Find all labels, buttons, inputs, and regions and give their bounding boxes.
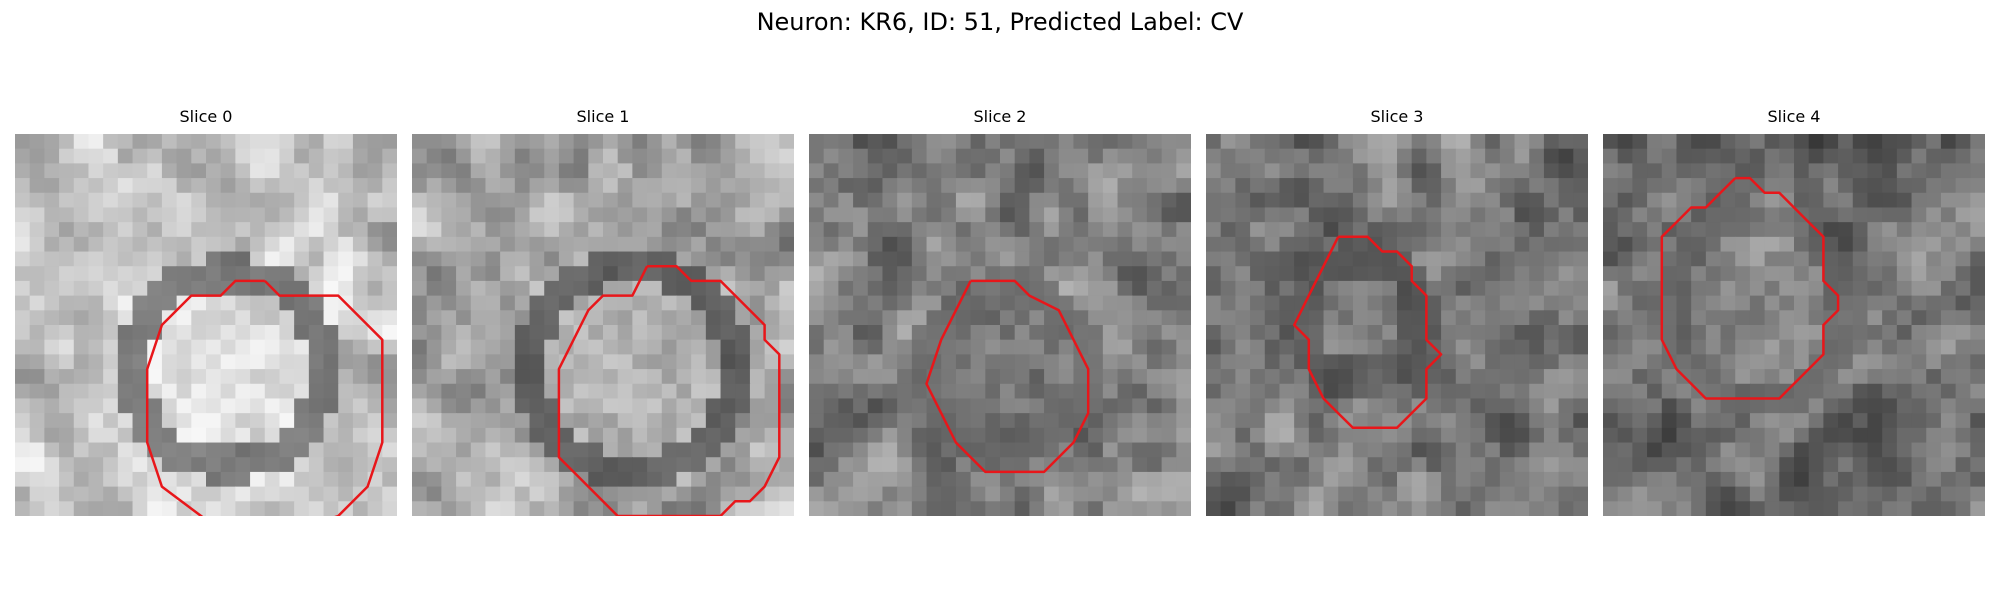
segmentation-outline	[1660, 176, 1840, 400]
segmentation-outline	[1292, 235, 1443, 430]
slice-image	[412, 134, 794, 516]
slice-title: Slice 1	[576, 107, 630, 126]
slice-image	[1206, 134, 1588, 516]
segmentation-outline	[925, 279, 1090, 474]
segmentation-outline	[145, 279, 384, 516]
slice-title: Slice 4	[1767, 107, 1821, 126]
slice-image	[1603, 134, 1985, 516]
figure-title: Neuron: KR6, ID: 51, Predicted Label: CV	[756, 8, 1244, 36]
slice-image	[15, 134, 397, 516]
slice-title: Slice 2	[973, 107, 1027, 126]
slice-image	[809, 134, 1191, 516]
slice-title: Slice 0	[179, 107, 233, 126]
segmentation-outline	[557, 264, 781, 516]
slice-title: Slice 3	[1370, 107, 1424, 126]
